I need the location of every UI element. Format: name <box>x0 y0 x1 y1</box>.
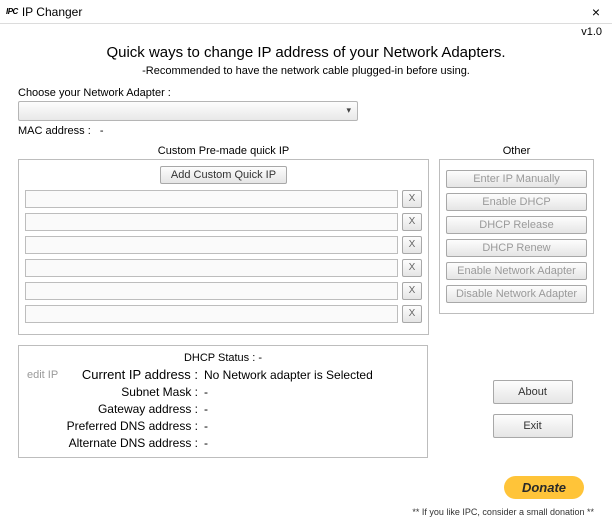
close-icon[interactable]: × <box>586 4 606 20</box>
add-custom-ip-button[interactable]: Add Custom Quick IP <box>160 166 287 184</box>
adapter-label: Choose your Network Adapter : <box>18 87 594 99</box>
mac-value: - <box>100 125 104 137</box>
pref-dns-value: - <box>204 419 208 433</box>
custom-ip-slot[interactable] <box>25 305 398 323</box>
page-title: Quick ways to change IP address of your … <box>0 44 612 61</box>
subnet-value: - <box>204 385 208 399</box>
edit-ip-button[interactable]: edit IP <box>27 369 58 381</box>
footer-note: ** If you like IPC, consider a small don… <box>412 507 594 517</box>
dhcp-status-value: - <box>258 352 262 364</box>
subnet-label: Subnet Mask : <box>29 385 204 399</box>
current-ip-value: No Network adapter is Selected <box>204 368 373 382</box>
delete-slot-button[interactable]: X <box>402 282 422 300</box>
other-group: Enter IP Manually Enable DHCP DHCP Release… <box>439 159 594 314</box>
alt-dns-label: Alternate DNS address : <box>29 436 204 450</box>
alt-dns-value: - <box>204 436 208 450</box>
pref-dns-label: Preferred DNS address : <box>29 419 204 433</box>
custom-ip-title: Custom Pre-made quick IP <box>18 145 429 157</box>
window-title: IP Changer <box>22 5 83 19</box>
gateway-label: Gateway address : <box>29 402 204 416</box>
dhcp-status-label: DHCP Status : <box>184 352 255 364</box>
adapter-select[interactable]: ▾ <box>18 101 358 121</box>
dhcp-renew-button[interactable]: DHCP Renew <box>446 239 587 257</box>
enter-ip-manually-button[interactable]: Enter IP Manually <box>446 170 587 188</box>
delete-slot-button[interactable]: X <box>402 236 422 254</box>
custom-ip-slot[interactable] <box>25 236 398 254</box>
enable-network-adapter-button[interactable]: Enable Network Adapter <box>446 262 587 280</box>
dhcp-release-button[interactable]: DHCP Release <box>446 216 587 234</box>
donate-button[interactable]: Donate <box>504 476 584 499</box>
gateway-value: - <box>204 402 208 416</box>
about-button[interactable]: About <box>493 380 573 404</box>
enable-dhcp-button[interactable]: Enable DHCP <box>446 193 587 211</box>
titlebar: IPC IP Changer × <box>0 0 612 24</box>
custom-ip-group: Add Custom Quick IP XXXXXX <box>18 159 429 335</box>
delete-slot-button[interactable]: X <box>402 305 422 323</box>
custom-ip-slot[interactable] <box>25 259 398 277</box>
version-label: v1.0 <box>0 24 612 38</box>
custom-ip-slot[interactable] <box>25 213 398 231</box>
chevron-down-icon: ▾ <box>346 105 351 116</box>
status-box: DHCP Status : - edit IP Current IP addre… <box>18 345 428 458</box>
disable-network-adapter-button[interactable]: Disable Network Adapter <box>446 285 587 303</box>
custom-ip-slot[interactable] <box>25 282 398 300</box>
mac-label: MAC address : <box>18 125 91 137</box>
other-title: Other <box>439 145 594 157</box>
page-subtitle: -Recommended to have the network cable p… <box>0 65 612 77</box>
delete-slot-button[interactable]: X <box>402 259 422 277</box>
custom-ip-slot[interactable] <box>25 190 398 208</box>
delete-slot-button[interactable]: X <box>402 213 422 231</box>
exit-button[interactable]: Exit <box>493 414 573 438</box>
app-logo: IPC <box>6 7 18 16</box>
delete-slot-button[interactable]: X <box>402 190 422 208</box>
